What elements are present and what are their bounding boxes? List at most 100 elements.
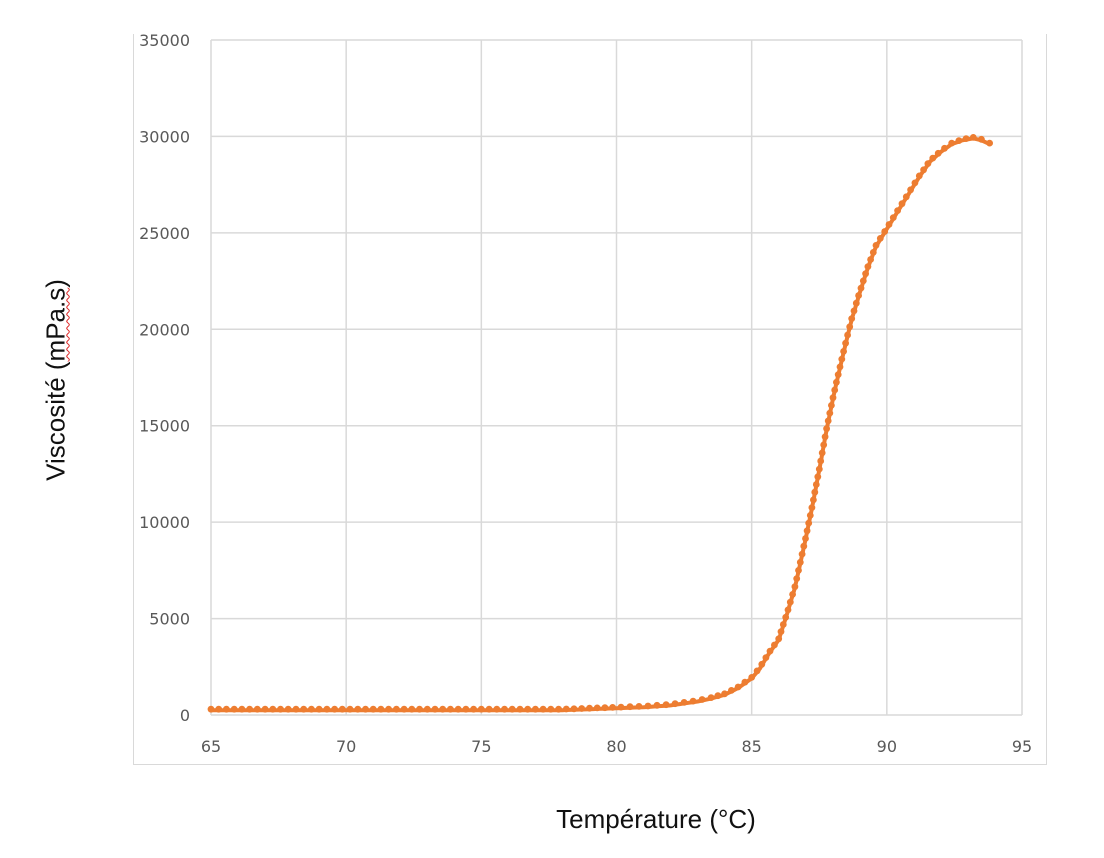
data-point — [889, 214, 897, 222]
data-point — [821, 433, 829, 441]
data-point — [840, 348, 847, 355]
data-point — [881, 228, 889, 235]
data-point — [815, 465, 823, 473]
data-point — [823, 425, 830, 433]
data-point — [869, 249, 877, 256]
data-point — [741, 678, 749, 686]
data-point — [315, 705, 323, 713]
data-point — [824, 417, 832, 425]
data-point — [766, 647, 774, 655]
data-point — [721, 690, 728, 698]
data-point — [653, 701, 661, 709]
data-point — [508, 705, 516, 713]
data-point — [524, 705, 532, 713]
data-point — [793, 575, 801, 582]
data-point — [862, 270, 869, 278]
data-point — [798, 550, 806, 558]
data-point — [762, 654, 770, 661]
data-point — [617, 703, 625, 711]
data-point — [323, 705, 331, 713]
data-point — [857, 284, 865, 292]
data-point — [277, 705, 284, 713]
data-point — [955, 137, 963, 145]
data-point — [516, 705, 524, 713]
data-point — [758, 660, 766, 668]
data-point — [680, 699, 688, 706]
data-point — [698, 696, 706, 703]
data-point — [811, 488, 819, 496]
data-point — [601, 704, 609, 712]
data-point — [734, 683, 742, 691]
data-point — [805, 519, 813, 527]
y-axis-unit: mPa.s — [40, 287, 71, 362]
data-point — [223, 705, 230, 713]
data-point — [689, 697, 697, 705]
data-point — [838, 355, 846, 363]
x-tick-label: 95 — [1012, 737, 1032, 756]
data-point — [848, 315, 856, 322]
data-point — [826, 409, 834, 417]
data-point — [416, 705, 423, 713]
data-point — [338, 705, 346, 713]
y-tick-label: 25000 — [139, 224, 190, 243]
data-point — [828, 402, 835, 409]
data-point — [872, 242, 880, 249]
data-point — [864, 263, 872, 270]
data-point — [779, 621, 787, 628]
y-axis-title: Viscosité (mPa.s) — [40, 279, 71, 481]
data-point — [986, 139, 993, 147]
data-point — [834, 371, 842, 378]
data-point — [748, 674, 756, 681]
gridlines — [210, 39, 1023, 716]
data-point — [671, 700, 679, 708]
data-point — [586, 704, 593, 712]
data-point — [300, 705, 308, 713]
data-point — [707, 694, 715, 701]
data-point — [501, 705, 508, 713]
data-point — [929, 154, 937, 162]
data-point — [844, 331, 851, 339]
data-point — [246, 705, 254, 713]
data-point — [626, 703, 634, 711]
data-point — [836, 363, 844, 371]
data-point — [261, 705, 269, 713]
data-point — [814, 473, 822, 481]
data-point — [477, 705, 485, 713]
data-point — [786, 598, 794, 606]
data-point — [934, 149, 942, 157]
data-point — [806, 512, 814, 519]
data-point — [978, 135, 985, 143]
data-point — [850, 307, 858, 315]
data-point — [385, 705, 392, 713]
y-tick-labels: 0 5000 10000 15000 20000 25000 30000 35000 — [139, 31, 190, 725]
data-point — [784, 606, 792, 614]
data-point — [346, 705, 354, 713]
data-point — [562, 705, 570, 713]
data-point — [547, 705, 555, 713]
data-point — [796, 558, 804, 566]
data-point — [907, 186, 914, 194]
x-tick-label: 85 — [741, 737, 761, 756]
data-point — [802, 535, 809, 542]
data-point — [920, 166, 927, 174]
data-point — [714, 692, 722, 700]
data-point — [447, 705, 454, 713]
y-tick-label: 35000 — [139, 31, 190, 50]
data-point — [898, 200, 906, 208]
data-point — [635, 703, 643, 710]
data-point — [644, 702, 652, 710]
data-point — [795, 567, 802, 574]
x-tick-label: 65 — [201, 737, 221, 756]
data-point — [808, 504, 816, 511]
y-tick-label: 10000 — [139, 513, 190, 532]
data-point — [539, 705, 547, 713]
data-point — [962, 135, 970, 143]
data-point — [431, 705, 439, 713]
data-point — [855, 292, 862, 299]
data-point — [924, 160, 932, 168]
data-point — [454, 705, 462, 713]
data-point — [609, 704, 616, 711]
data-point — [485, 705, 493, 713]
data-point — [230, 705, 238, 713]
